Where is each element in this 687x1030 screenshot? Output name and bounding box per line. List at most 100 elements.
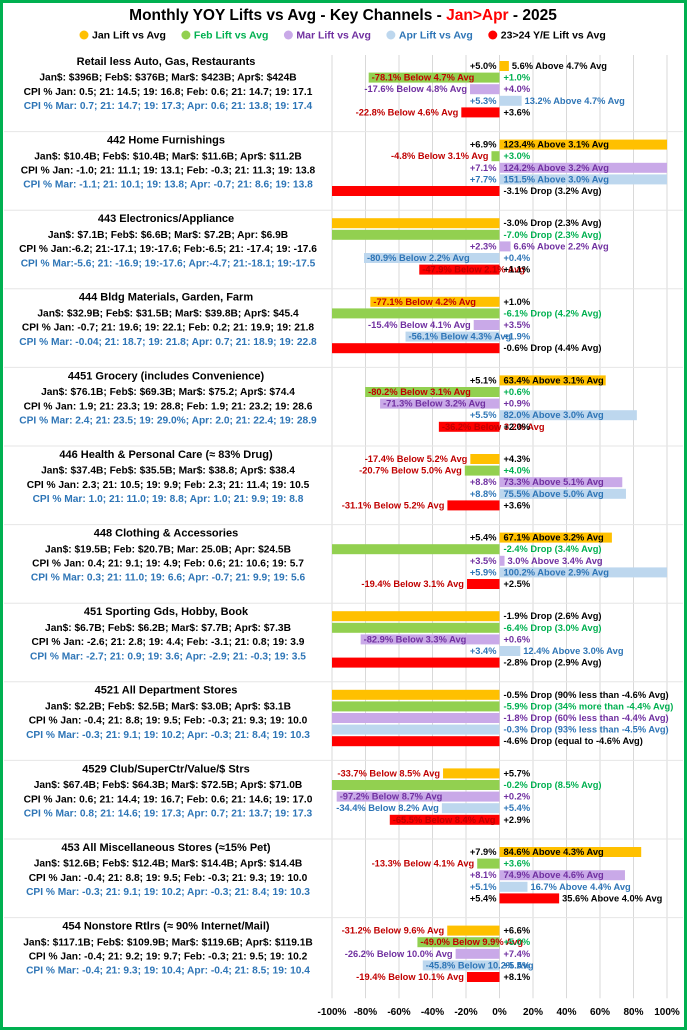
value-label: -19.4% Below 10.1% Avg <box>356 972 464 982</box>
yoy-label: +1.9% <box>504 332 531 342</box>
value-label: -2.4% Drop (3.4% Avg) <box>504 544 602 554</box>
value-label: -0.6% Drop (4.4% Avg) <box>504 343 602 353</box>
channel-detail: CPI % Jan: -0.4; 21: 8.8; 19: 9.5; Feb: … <box>29 716 308 727</box>
bar <box>467 579 500 589</box>
bar <box>447 500 500 511</box>
bar <box>499 881 528 892</box>
channel-detail: Jan$: $12.6B; Feb$: $12.4B; Mar$: $14.4B… <box>34 859 303 870</box>
channel-detail: CPI % Jan: -0.7; 21: 19.6; 19: 22.1; Feb… <box>22 323 315 334</box>
channel-detail: CPI % Mar: 0.3; 21: 11.0; 19: 6.6; Apr: … <box>31 573 306 584</box>
value-label: 3.0% Above 3.4% Avg <box>508 556 603 566</box>
bar <box>360 634 500 645</box>
bar <box>499 532 612 543</box>
value-label: -17.4% Below 5.2% Avg <box>365 454 468 464</box>
value-label: -4.8% Below 3.1% Avg <box>391 151 489 161</box>
bar <box>332 780 500 790</box>
bar <box>499 95 522 106</box>
value-label: -3.1% Drop (3.2% Avg) <box>504 186 602 196</box>
bar <box>499 174 667 185</box>
value-label: -19.4% Below 3.1% Avg <box>361 579 464 589</box>
value-label: -0.2% Drop (8.5% Avg) <box>504 780 602 790</box>
value-label: -7.0% Drop (2.3% Avg) <box>504 230 602 240</box>
yoy-label: +3.5% <box>470 556 497 566</box>
x-tick-label: 60% <box>590 1007 610 1018</box>
legend-label: Mar Lift vs Avg <box>296 29 370 41</box>
channel-detail: CPI % Mar: 0.7; 21: 14.7; 19: 17.3; Apr:… <box>24 101 313 112</box>
title-part: - 2025 <box>509 7 558 24</box>
bar <box>332 736 500 747</box>
channel-detail: CPI % Jan:-6.2; 21:-17.1; 19:-17.6; Feb:… <box>19 244 317 255</box>
value-label: -26.2% Below 10.0% Avg <box>345 949 453 959</box>
value-label: 12.4% Above 3.0% Avg <box>523 646 624 656</box>
bar <box>499 410 637 421</box>
yoy-label: +0.6% <box>504 634 531 644</box>
channel-detail: CPI % Jan: 1.9; 21: 23.3; 19: 28.8; Feb:… <box>24 401 313 412</box>
yoy-label: +5.4% <box>504 803 531 813</box>
bar <box>336 791 500 802</box>
channel-detail: CPI % Jan: -1.0; 21: 11.1; 19: 13.1; Feb… <box>21 165 316 176</box>
yoy-label: +0.9% <box>504 399 531 409</box>
channel-detail: CPI % Mar: -0.3; 21: 9.1; 19: 10.2; Apr:… <box>26 730 310 741</box>
bar <box>332 724 500 735</box>
value-label: -5.9% Drop (34% more than -4.4% Avg) <box>504 701 674 711</box>
labels: Jan Lift vs Avg Feb Lift vs Avg Mar Lift v… <box>19 29 680 1018</box>
x-tick-label: -100% <box>318 1007 347 1018</box>
bar <box>419 264 500 275</box>
value-label: -3.0% Drop (2.3% Avg) <box>504 218 602 228</box>
channel-detail: CPI % Mar: -1.1; 21: 10.1; 19: 13.8; Apr… <box>23 180 313 191</box>
bar <box>447 925 500 936</box>
bar <box>499 61 509 71</box>
channel-detail: Jan$: $117.1B; Feb$: $109.9B; Mar$: $119… <box>23 937 313 948</box>
yoy-label: +3.5% <box>504 320 531 330</box>
value-label: -82.9% Below 3.3% Avg <box>364 634 467 644</box>
value-label: -31.1% Below 5.2% Avg <box>342 500 445 510</box>
value-label: 82.0% Above 3.0% Avg <box>504 410 605 420</box>
channel-detail: CPI % Mar: 1.0; 21: 11.0; 19: 8.8; Apr: … <box>33 494 304 505</box>
yoy-label: +0.2% <box>504 792 531 802</box>
yoy-label: +5.4% <box>470 533 497 543</box>
value-label: -97.2% Below 8.7% Avg <box>340 792 443 802</box>
channel-detail: CPI % Jan: 0.6; 21: 14.4; 19: 16.7; Feb:… <box>24 794 313 805</box>
yoy-label: +3.6% <box>504 859 531 869</box>
x-tick-label: 20% <box>523 1007 543 1018</box>
value-label: -71.3% Below 3.2% Avg <box>383 399 486 409</box>
channel-detail: Jan$: $6.7B; Feb$: $6.2B; Mar$: $7.7B; A… <box>45 623 291 634</box>
value-label: 6.6% Above 2.2% Avg <box>514 241 609 251</box>
value-label: -20.7% Below 5.0% Avg <box>359 466 462 476</box>
bar <box>499 241 511 252</box>
yoy-label: +8.1% <box>504 972 531 982</box>
value-label: -31.2% Below 9.6% Avg <box>342 926 445 936</box>
bar <box>473 320 500 330</box>
bar <box>470 84 500 95</box>
channel-detail: Jan$: $37.4B; Feb$: $35.5B; Mar$: $38.8;… <box>41 466 295 477</box>
bar <box>422 960 500 971</box>
channel-detail: Jan$: $2.2B; Feb$: $2.5B; Mar$: $3.0B; A… <box>45 701 291 712</box>
bar <box>332 713 500 723</box>
yoy-label: +5.1% <box>470 882 497 892</box>
value-label: -6.4% Drop (3.0% Avg) <box>504 623 602 633</box>
channel-name: 454 Nonstore Rtlrs (≈ 90% Internet/Mail) <box>62 921 269 933</box>
channel-detail: CPI % Mar: 2.4; 21: 23.5; 19: 29.0%; Apr… <box>19 415 317 426</box>
title-highlight: Jan>Apr <box>446 7 508 24</box>
value-label: -45.8% Below 10.2% Avg <box>426 960 534 970</box>
yoy-label: +0.4% <box>504 253 531 263</box>
yoy-label: +7.4% <box>504 949 531 959</box>
bar <box>499 139 667 150</box>
channel-detail: CPI % Jan: -2.6; 21: 2.8; 19: 4.4; Feb: … <box>32 637 305 648</box>
channel-detail: CPI % Jan: -0.4; 21: 9.2; 19: 9.7; Feb: … <box>29 951 308 962</box>
x-tick-label: 100% <box>654 1007 680 1018</box>
value-label: 73.3% Above 5.1% Avg <box>504 477 605 487</box>
channel-detail: CPI % Jan: 0.4; 21: 9.1; 19: 4.9; Feb: 0… <box>32 558 304 569</box>
bar <box>499 162 667 173</box>
value-label: -33.7% Below 8.5% Avg <box>337 768 440 778</box>
legend-marker <box>181 30 191 40</box>
value-label: -17.6% Below 4.8% Avg <box>364 84 467 94</box>
x-tick-label: -20% <box>454 1007 477 1018</box>
yoy-label: +8.1% <box>470 870 497 880</box>
value-label: -0.3% Drop (93% less than -4.5% Avg) <box>504 725 669 735</box>
channel-name: 451 Sporting Gds, Hobby, Book <box>84 606 249 618</box>
bar <box>477 858 500 869</box>
bar <box>332 544 500 555</box>
legend-marker <box>488 30 498 40</box>
bar <box>363 253 500 263</box>
